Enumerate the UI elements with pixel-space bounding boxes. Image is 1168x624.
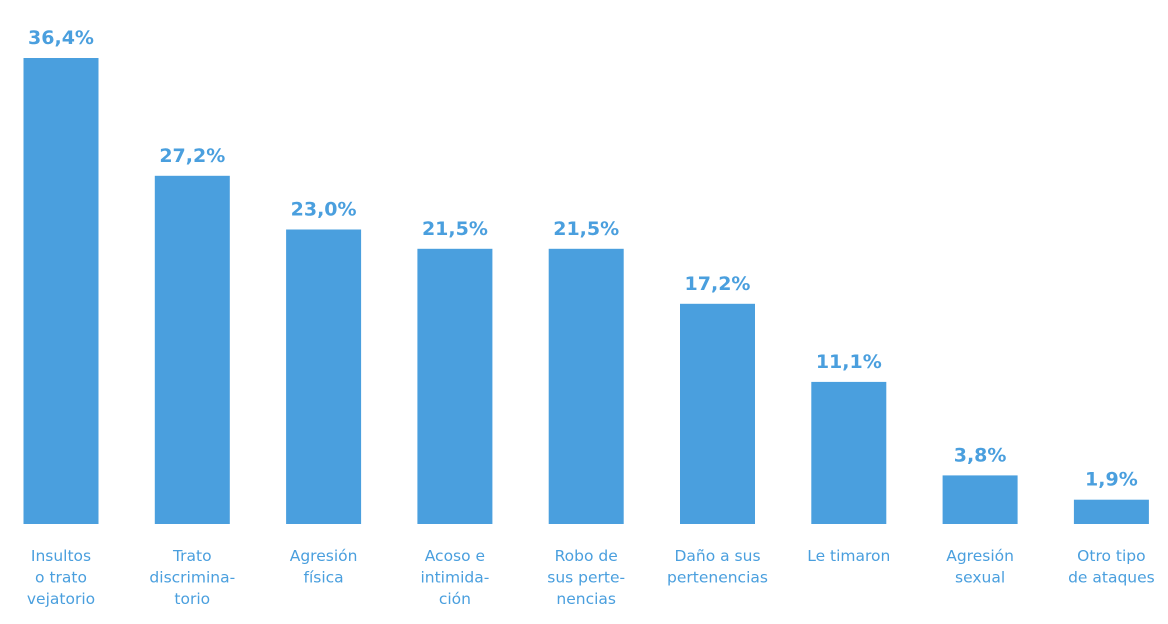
category-label-line: Robo de — [555, 547, 618, 565]
category-label: Acoso e intimida-ción — [420, 547, 489, 608]
bar — [811, 382, 886, 524]
category-label-line: pertenencias — [667, 569, 768, 587]
bar — [24, 58, 99, 524]
category-label-line: de ataques — [1068, 569, 1155, 587]
bar-value-label: 1,9% — [1085, 469, 1138, 491]
category-label-line: Insultos — [31, 547, 91, 565]
category-label-line: Agresión — [946, 547, 1014, 565]
bar-value-label: 21,5% — [553, 218, 619, 240]
category-label: Otro tipo de ataques — [1068, 547, 1155, 587]
bar — [680, 304, 755, 524]
category-label: Trato discrimina-torio — [149, 547, 235, 608]
bar-value-label: 27,2% — [159, 145, 225, 167]
bar — [155, 176, 230, 524]
category-label: Le timaron — [807, 547, 890, 565]
bar — [417, 249, 492, 524]
category-label: Insultos o trato vejatorio — [27, 547, 95, 608]
category-label-line: Le timaron — [807, 547, 890, 565]
category-label: Agresión física — [290, 547, 358, 587]
category-label-line: intimida- — [420, 569, 489, 587]
bar — [549, 249, 624, 524]
category-label-line: torio — [174, 590, 210, 608]
category-label-line: sexual — [955, 569, 1005, 587]
bar — [286, 230, 361, 525]
bar-value-label: 3,8% — [954, 444, 1007, 466]
bar — [943, 475, 1018, 524]
bar-value-label: 23,0% — [291, 199, 357, 221]
category-label: Agresión sexual — [946, 547, 1014, 587]
category-label: Daño a sus pertenencias — [667, 547, 768, 587]
category-label-line: vejatorio — [27, 590, 95, 608]
category-label-line: discrimina- — [149, 569, 235, 587]
category-label-line: nencias — [556, 590, 616, 608]
category-label-line: Daño a sus — [674, 547, 760, 565]
category-label-line: física — [304, 569, 344, 587]
bar-value-label: 11,1% — [816, 351, 882, 373]
category-label-line: Trato — [172, 547, 212, 565]
bar-value-label: 17,2% — [685, 273, 751, 295]
category-label-line: Agresión — [290, 547, 358, 565]
category-label-line: o trato — [35, 569, 87, 587]
category-label-line: Acoso e — [425, 547, 485, 565]
bar-value-label: 36,4% — [28, 27, 94, 49]
category-label-line: sus perte- — [547, 569, 625, 587]
category-label-line: ción — [439, 590, 471, 608]
category-label-line: Otro tipo — [1077, 547, 1145, 565]
bar — [1074, 500, 1149, 524]
bar-value-label: 21,5% — [422, 218, 488, 240]
category-label: Robo de sus perte-nencias — [547, 547, 625, 608]
